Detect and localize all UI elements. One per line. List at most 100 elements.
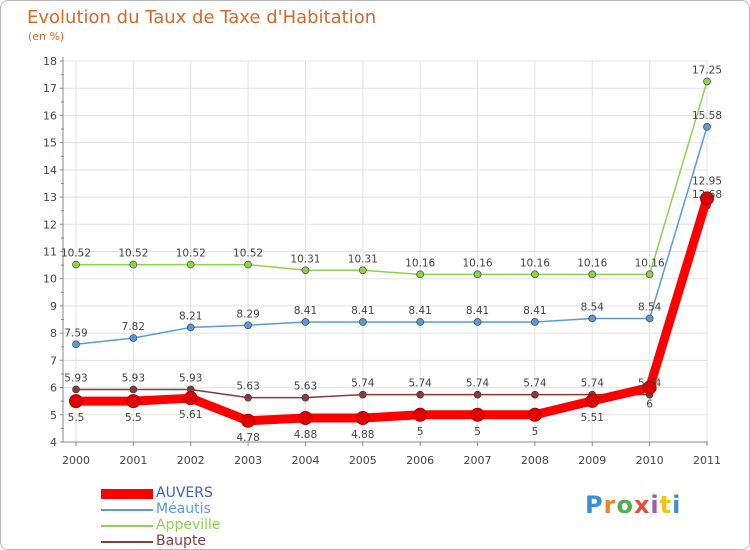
data-point-auvers[interactable] (69, 394, 83, 409)
x-tick-label: 2010 (636, 454, 664, 467)
chart-title: Evolution du Taux de Taxe d'Habitation (27, 7, 377, 28)
series-line-baupte (75, 205, 708, 399)
data-point-m-autis[interactable] (703, 123, 711, 131)
data-label-auvers: 5 (474, 426, 481, 438)
data-label-appeville: 10.16 (463, 257, 493, 269)
logo-letter: i (650, 491, 660, 519)
data-point-m-autis[interactable] (186, 323, 195, 332)
y-tick-label: 12 (43, 218, 57, 231)
data-label-appeville: 10.52 (61, 248, 91, 260)
y-tick-label: 5 (50, 409, 57, 422)
data-point-baupte[interactable] (416, 390, 424, 399)
data-label-appeville: 17.25 (692, 64, 722, 76)
y-tick-label: 14 (43, 164, 57, 177)
data-point-appeville[interactable] (588, 270, 597, 279)
data-point-m-autis[interactable] (416, 318, 424, 326)
data-label-baupte: 5.74 (638, 378, 662, 390)
logo-letter: r (603, 491, 617, 519)
data-label-baupte: 5.74 (408, 378, 432, 390)
y-tick-label: 16 (43, 109, 57, 122)
data-point-auvers[interactable] (241, 413, 256, 428)
data-point-appeville[interactable] (359, 266, 367, 275)
data-label-auvers: 12.95 (692, 175, 722, 187)
x-tick-label: 2006 (406, 454, 434, 467)
data-point-auvers[interactable] (642, 380, 657, 395)
data-point-appeville[interactable] (129, 260, 138, 269)
data-point-m-autis[interactable] (301, 318, 310, 326)
series-line-appeville (75, 80, 708, 276)
data-point-m-autis[interactable] (359, 318, 367, 326)
data-point-appeville[interactable] (72, 260, 80, 269)
data-point-auvers[interactable] (700, 191, 714, 206)
y-tick-label: 13 (43, 191, 57, 204)
data-point-m-autis[interactable] (531, 318, 539, 326)
data-point-appeville[interactable] (645, 270, 654, 279)
data-label-auvers: 4.88 (351, 429, 374, 441)
grid-lines (63, 60, 708, 443)
x-tick-label: 2005 (349, 454, 377, 467)
data-point-auvers[interactable] (355, 411, 370, 426)
data-label-appeville: 10.16 (405, 257, 435, 269)
data-point-baupte[interactable] (72, 385, 80, 394)
y-tick-label: 11 (43, 246, 57, 259)
data-point-m-autis[interactable] (645, 314, 654, 323)
data-label-m-autis: 8.54 (638, 301, 662, 313)
data-point-m-autis[interactable] (129, 334, 138, 342)
data-point-appeville[interactable] (416, 270, 424, 279)
data-point-appeville[interactable] (186, 260, 195, 269)
x-tick-label: 2002 (177, 454, 205, 467)
data-point-baupte[interactable] (301, 393, 310, 402)
data-point-baupte[interactable] (244, 393, 252, 402)
data-point-m-autis[interactable] (244, 321, 252, 330)
x-tick-label: 2004 (291, 454, 319, 467)
data-label-m-autis: 8.41 (294, 305, 317, 317)
chart-unit-label: (en %) (28, 30, 65, 43)
data-label-appeville: 10.52 (176, 248, 206, 260)
data-label-m-autis: 15.58 (692, 110, 722, 122)
data-point-auvers[interactable] (470, 407, 485, 422)
data-point-m-autis[interactable] (72, 340, 80, 349)
data-point-appeville[interactable] (301, 266, 310, 275)
y-tick-label: 7 (50, 354, 57, 367)
data-point-auvers[interactable] (527, 407, 542, 422)
data-label-baupte: 5.93 (122, 372, 145, 384)
logo-letter: t (659, 491, 673, 519)
data-label-auvers: 5.51 (581, 412, 604, 424)
data-point-auvers[interactable] (298, 411, 313, 426)
data-point-baupte[interactable] (129, 385, 138, 394)
data-label-m-autis: 7.82 (122, 321, 145, 333)
data-point-appeville[interactable] (703, 77, 711, 86)
data-label-m-autis: 8.41 (466, 305, 489, 317)
y-tick-label: 15 (43, 137, 57, 150)
data-label-baupte: 5.63 (294, 381, 317, 393)
data-point-baupte[interactable] (359, 390, 367, 399)
data-label-appeville: 10.16 (520, 257, 550, 269)
data-point-auvers[interactable] (126, 394, 141, 409)
y-tick-label: 9 (50, 300, 57, 313)
data-label-baupte: 5.93 (179, 372, 202, 384)
x-tick-label: 2008 (521, 454, 549, 467)
data-label-appeville: 10.52 (118, 248, 148, 260)
data-labels: 5.5 5.5 5.61 4.78 4.88 4.88 5 5 5 5.51 6 12.95 7.59 7… (61, 64, 722, 443)
data-point-auvers[interactable] (585, 393, 600, 408)
data-point-m-autis[interactable] (473, 318, 482, 326)
data-label-m-autis: 8.41 (523, 305, 546, 317)
data-label-baupte: 5.74 (466, 378, 490, 390)
legend-swatch-m-autis (101, 509, 153, 511)
data-point-appeville[interactable] (473, 270, 482, 279)
data-point-appeville[interactable] (531, 270, 539, 279)
proxiti-logo: Proxiti (585, 491, 681, 519)
data-label-baupte: 5.63 (236, 381, 259, 393)
data-point-m-autis[interactable] (588, 314, 597, 323)
data-point-baupte[interactable] (473, 390, 482, 399)
series-lines (69, 77, 714, 428)
data-point-auvers[interactable] (413, 407, 428, 422)
data-label-auvers: 5.5 (68, 412, 85, 424)
data-point-appeville[interactable] (244, 260, 252, 269)
data-point-auvers[interactable] (183, 391, 198, 406)
data-label-m-autis: 8.21 (179, 310, 202, 322)
data-label-auvers: 5 (532, 426, 539, 438)
data-point-baupte[interactable] (531, 390, 539, 399)
